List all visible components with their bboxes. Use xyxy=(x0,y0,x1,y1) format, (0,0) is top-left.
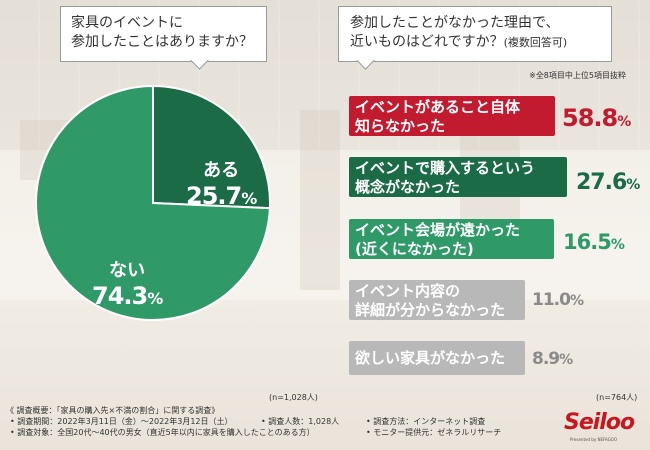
seiloo-logo: Seiloo Presented by NEFAGOO xyxy=(564,410,635,442)
pie-question-bubble: 家具のイベントに 参加したことはありますか？ xyxy=(60,6,267,70)
bar-question-bubble: 参加したことがなかった理由で、 近いものはどれですか？(複数回答可) xyxy=(338,6,612,70)
bar-value-3: 11.0% xyxy=(532,290,584,310)
bar-value-0: 58.8% xyxy=(562,104,631,132)
pie-label-aru: ある 25.7% xyxy=(186,160,257,210)
bar-sample-size: (n=764人) xyxy=(596,393,638,402)
pie-label-nai: ない 74.3% xyxy=(92,260,163,310)
footer-period: • 調査期間：2022年3月11日（金）～2022年3月12日（土） xyxy=(10,417,233,426)
bar-item-3: イベント内容の 詳細が分からなかった xyxy=(349,280,525,320)
pie-slice-0 xyxy=(152,84,271,210)
bar-item-4: 欲しい家具がなかった xyxy=(349,341,525,375)
pie-question: 家具のイベントに 参加したことはありますか？ xyxy=(71,15,253,50)
bar-value-4: 8.9% xyxy=(532,349,573,369)
pie-sample-size: (n=1,028人) xyxy=(269,393,318,402)
footer-provider: • モニター提供元：ゼネラルリサーチ xyxy=(366,428,502,437)
footer-count: • 調査人数：1,028人 xyxy=(261,417,340,426)
bar-item-0: イベントがあること自体 知らなかった xyxy=(349,96,555,136)
pie-slice-1 xyxy=(35,84,271,321)
footer-target: • 調査対象：全国20代～40代の男女（直近5年以内に家具を購入したことのある方… xyxy=(10,428,315,437)
pie-chart xyxy=(35,84,271,321)
footer-title: 《 調査概要：「家具の購入先×不満の割合」に関する調査》 xyxy=(6,406,220,415)
bar-item-2: イベント会場が遠かった (近くになかった) xyxy=(349,219,554,259)
bar-item-1: イベントで購入するという 概念がなかった xyxy=(349,157,567,197)
footer-method: • 調査方法：インターネット調査 xyxy=(366,417,486,426)
bar-value-1: 27.6% xyxy=(576,170,640,195)
bar-value-2: 16.5% xyxy=(563,230,625,254)
bar-question: 参加したことがなかった理由で、 近いものはどれですか？(複数回答可) xyxy=(350,15,568,50)
subset-note: ※全8項目中上位5項目抜粋 xyxy=(529,71,626,80)
